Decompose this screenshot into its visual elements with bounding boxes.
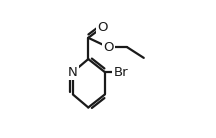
Text: O: O (103, 41, 114, 54)
Text: O: O (97, 21, 108, 34)
Text: N: N (68, 66, 78, 79)
Text: Br: Br (114, 66, 129, 79)
